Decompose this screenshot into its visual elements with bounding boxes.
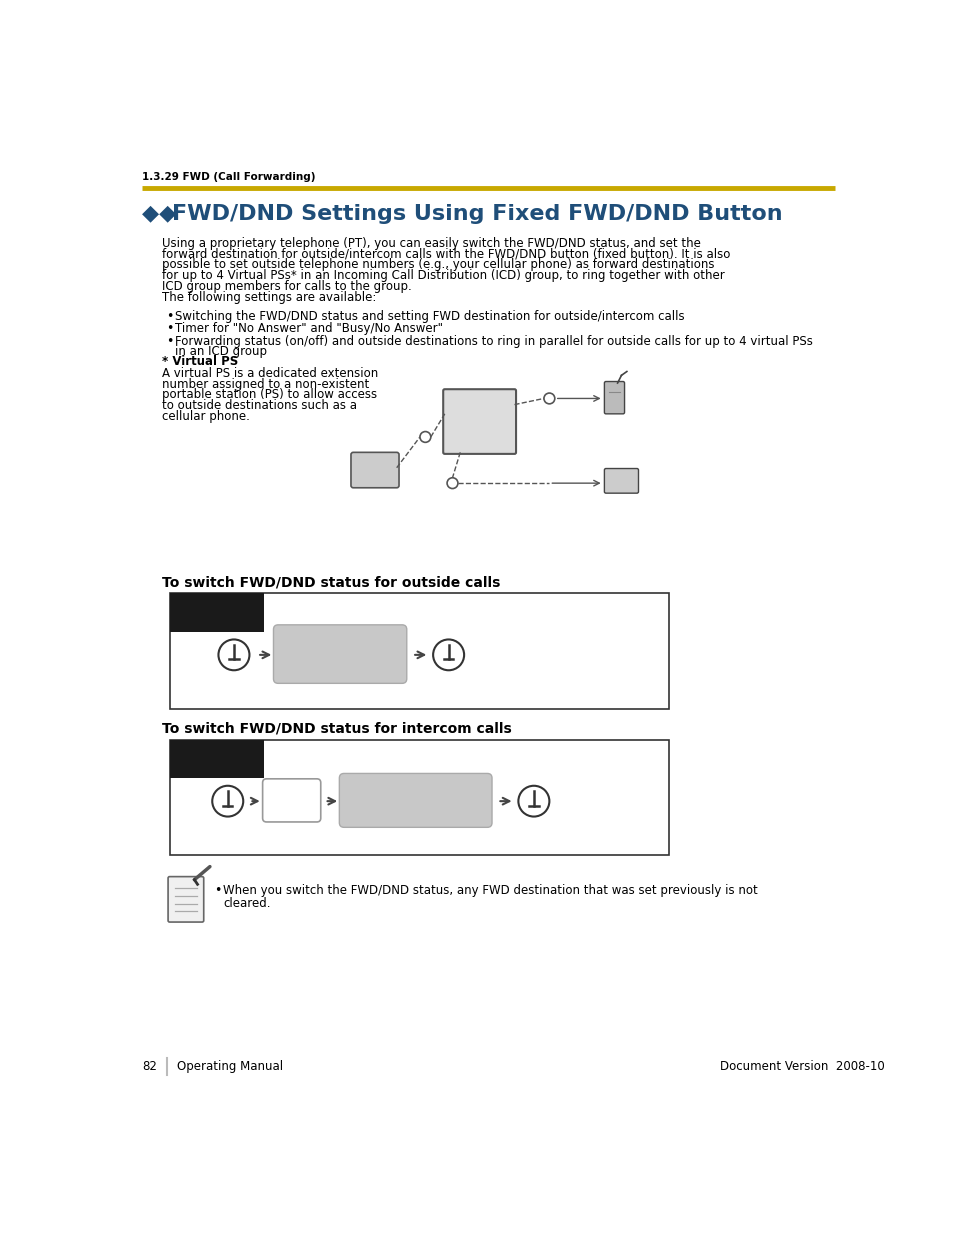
Text: portable station (PS) to allow access: portable station (PS) to allow access	[162, 389, 376, 401]
Text: number assigned to a non-existent: number assigned to a non-existent	[162, 378, 369, 390]
FancyBboxPatch shape	[443, 389, 516, 454]
Text: ◆◆: ◆◆	[142, 204, 184, 224]
Text: forward destination for outside/intercom calls with the FWD/DND button (fixed bu: forward destination for outside/intercom…	[162, 247, 729, 261]
Text: •: •	[166, 310, 172, 322]
Text: Forwarding status (on/off) and outside destinations to ring in parallel for outs: Forwarding status (on/off) and outside d…	[174, 335, 812, 347]
FancyBboxPatch shape	[351, 452, 398, 488]
Text: To switch FWD/DND status for intercom calls: To switch FWD/DND status for intercom ca…	[162, 721, 511, 736]
Text: possible to set outside telephone numbers (e.g., your cellular phone) as forward: possible to set outside telephone number…	[162, 258, 714, 272]
Text: cellular phone.: cellular phone.	[162, 410, 250, 424]
FancyBboxPatch shape	[168, 877, 204, 923]
FancyBboxPatch shape	[170, 593, 264, 632]
Text: Document Version  2008-10: Document Version 2008-10	[720, 1060, 883, 1072]
Text: 1.3.29 FWD (Call Forwarding): 1.3.29 FWD (Call Forwarding)	[142, 173, 315, 183]
Text: ICD group members for calls to the group.: ICD group members for calls to the group…	[162, 280, 411, 293]
FancyBboxPatch shape	[604, 382, 624, 414]
Text: cleared.: cleared.	[223, 897, 271, 910]
Text: When you switch the FWD/DND status, any FWD destination that was set previously : When you switch the FWD/DND status, any …	[223, 884, 757, 898]
Text: The following settings are available:: The following settings are available:	[162, 290, 375, 304]
Text: •: •	[166, 335, 172, 347]
Text: to outside destinations such as a: to outside destinations such as a	[162, 399, 356, 412]
Text: * Virtual PS: * Virtual PS	[162, 354, 238, 368]
FancyBboxPatch shape	[339, 773, 492, 827]
Text: Using a proprietary telephone (PT), you can easily switch the FWD/DND status, an: Using a proprietary telephone (PT), you …	[162, 237, 700, 249]
Text: •: •	[166, 322, 172, 335]
Text: To switch FWD/DND status for outside calls: To switch FWD/DND status for outside cal…	[162, 576, 499, 589]
Text: in an ICD group: in an ICD group	[174, 345, 267, 358]
Text: 82: 82	[142, 1060, 157, 1072]
Text: for up to 4 Virtual PSs* in an Incoming Call Distribution (ICD) group, to ring t: for up to 4 Virtual PSs* in an Incoming …	[162, 269, 724, 282]
Text: Switching the FWD/DND status and setting FWD destination for outside/intercom ca: Switching the FWD/DND status and setting…	[174, 310, 684, 322]
FancyBboxPatch shape	[170, 740, 264, 778]
FancyBboxPatch shape	[170, 740, 669, 855]
Text: A virtual PS is a dedicated extension: A virtual PS is a dedicated extension	[162, 367, 377, 380]
FancyBboxPatch shape	[262, 779, 320, 823]
FancyBboxPatch shape	[604, 468, 638, 493]
Text: Operating Manual: Operating Manual	[177, 1060, 283, 1072]
Text: FWD/DND Settings Using Fixed FWD/DND Button: FWD/DND Settings Using Fixed FWD/DND But…	[172, 204, 781, 224]
Text: Timer for "No Answer" and "Busy/No Answer": Timer for "No Answer" and "Busy/No Answe…	[174, 322, 442, 335]
FancyBboxPatch shape	[170, 593, 669, 709]
FancyBboxPatch shape	[274, 625, 406, 683]
Text: •: •	[213, 884, 221, 898]
